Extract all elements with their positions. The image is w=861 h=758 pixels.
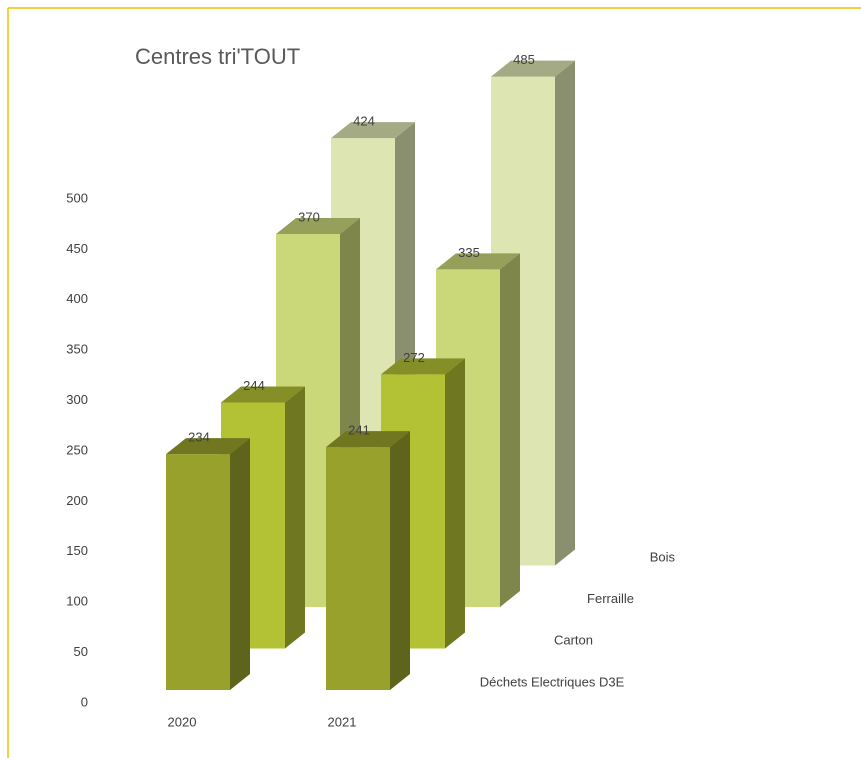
bar-top xyxy=(276,218,360,235)
bar-top xyxy=(436,253,520,270)
data-label: 241 xyxy=(348,423,370,438)
data-label: 244 xyxy=(243,378,265,393)
chart-title: Centres tri'TOUT xyxy=(135,44,300,69)
y-tick-label: 150 xyxy=(66,543,88,558)
series-label: Ferraille xyxy=(587,591,634,606)
y-tick-label: 50 xyxy=(74,644,88,659)
y-tick-label: 400 xyxy=(66,291,88,306)
series-label: Déchets Electriques D3E xyxy=(480,674,625,689)
bar-side xyxy=(285,386,305,649)
x-tick-label: 2021 xyxy=(328,714,357,729)
x-tick-label: 2020 xyxy=(168,714,197,729)
y-tick-label: 100 xyxy=(66,594,88,609)
y-tick-label: 300 xyxy=(66,392,88,407)
y-tick-label: 450 xyxy=(66,241,88,256)
data-label: 424 xyxy=(353,114,375,129)
y-tick-label: 500 xyxy=(66,190,88,205)
bar-front xyxy=(166,454,230,690)
y-tick-label: 200 xyxy=(66,493,88,508)
bar-side xyxy=(390,431,410,690)
y-tick-label: 0 xyxy=(81,694,88,709)
bar-top xyxy=(491,60,575,77)
bar xyxy=(166,438,250,690)
data-label: 234 xyxy=(188,430,210,445)
y-tick-label: 350 xyxy=(66,342,88,357)
data-label: 335 xyxy=(458,245,480,260)
data-label: 370 xyxy=(298,209,320,224)
bar-top xyxy=(326,431,410,448)
series-label: Bois xyxy=(650,549,676,564)
bar-side xyxy=(230,438,250,690)
data-label: 272 xyxy=(403,350,425,365)
bar-top xyxy=(221,386,305,403)
y-tick-label: 250 xyxy=(66,442,88,457)
bar xyxy=(326,431,410,690)
series-label: Carton xyxy=(554,633,593,648)
bar-top xyxy=(166,438,250,455)
bar-side xyxy=(555,60,575,566)
bar-side xyxy=(445,358,465,649)
data-label: 485 xyxy=(513,52,535,67)
bar-front xyxy=(326,447,390,690)
bar-top xyxy=(381,358,465,375)
bar-side xyxy=(500,253,520,607)
bar-top xyxy=(331,122,415,139)
